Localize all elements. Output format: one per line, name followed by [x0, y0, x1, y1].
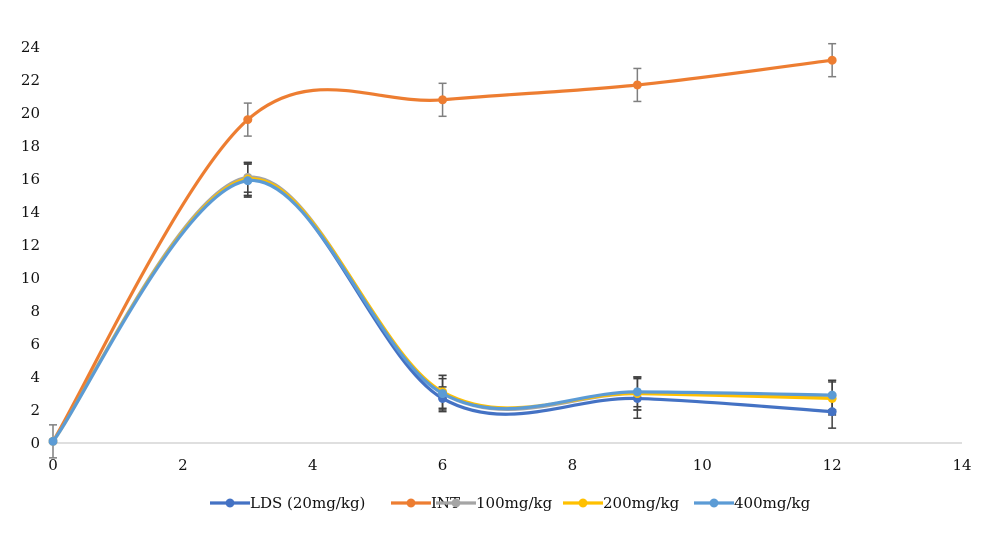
x-tick-label: 12 [823, 456, 842, 474]
data-point [827, 55, 837, 65]
data-point [632, 80, 642, 90]
series-lines [48, 55, 837, 446]
legend-swatch-marker [451, 498, 461, 508]
x-tick-label: 4 [308, 456, 318, 474]
y-tick-label: 4 [30, 368, 40, 386]
legend-label: 400mg/kg [734, 494, 811, 512]
x-tick-label: 14 [952, 456, 971, 474]
data-point [632, 387, 642, 397]
legend-swatch-marker [406, 498, 416, 508]
y-tick-label: 10 [21, 269, 40, 287]
x-tick-label: 0 [48, 456, 58, 474]
y-tick-label: 22 [21, 71, 40, 89]
data-point [827, 390, 837, 400]
legend-item: 400mg/kg [694, 494, 811, 512]
legend-swatch-marker [225, 498, 235, 508]
legend-item: 200mg/kg [563, 494, 680, 512]
data-point [827, 407, 837, 417]
legend-swatch-marker [709, 498, 719, 508]
y-tick-label: 14 [21, 203, 40, 221]
y-tick-label: 20 [21, 104, 40, 122]
x-tick-label: 6 [438, 456, 448, 474]
series-line [51, 179, 834, 443]
x-tick-label: 2 [178, 456, 188, 474]
data-point [48, 436, 58, 446]
y-tick-label: 18 [21, 137, 40, 155]
y-tick-label: 6 [30, 335, 40, 353]
legend-label: LDS (20mg/kg) [250, 494, 365, 512]
data-point [243, 115, 253, 125]
y-tick-label: 8 [30, 302, 40, 320]
legend-label: 200mg/kg [603, 494, 680, 512]
x-tick-label: 10 [693, 456, 712, 474]
y-tick-label: 0 [30, 434, 40, 452]
data-point [438, 95, 448, 105]
legend-item: 100mg/kg [436, 494, 553, 512]
data-point [243, 176, 253, 186]
legend: LDS (20mg/kg) INT 100mg/kg 200mg/kg 400mg/kg [210, 494, 811, 512]
legend-swatch-marker [578, 498, 588, 508]
x-tick-label: 8 [568, 456, 578, 474]
series-line [51, 58, 834, 443]
error-bars [49, 42, 837, 459]
y-tick-label: 16 [21, 170, 40, 188]
legend-item: LDS (20mg/kg) [210, 494, 365, 512]
data-point [438, 389, 448, 398]
y-tick-label: 24 [21, 38, 40, 56]
y-tick-label: 12 [21, 236, 40, 254]
legend-label: 100mg/kg [476, 494, 553, 512]
y-tick-label: 2 [30, 401, 40, 419]
series-4 [48, 176, 837, 446]
